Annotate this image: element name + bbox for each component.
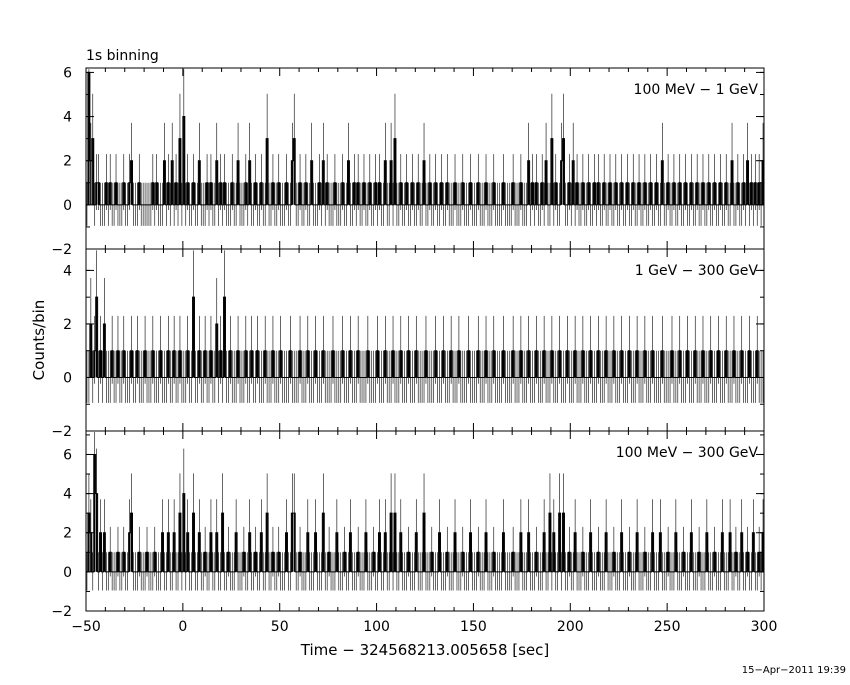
- x-tick-label: 100: [363, 619, 390, 635]
- x-tick-label: −50: [71, 619, 101, 635]
- error-bars: [86, 250, 764, 403]
- y-tick-label: 4: [63, 110, 72, 126]
- y-axis-title: Counts/bin: [30, 300, 48, 381]
- counts-step-line: [86, 71, 764, 206]
- y-tick-label: 0: [63, 565, 72, 581]
- counts-step-line: [86, 453, 764, 573]
- y-tick-label: 4: [63, 263, 72, 279]
- y-tick-label: 6: [63, 65, 72, 81]
- y-tick-label: 0: [63, 198, 72, 214]
- error-bars: [86, 69, 764, 226]
- x-tick-label: 250: [654, 619, 681, 635]
- y-tick-label: 0: [63, 370, 72, 386]
- panel-3: −2 0 2 4 6 100 MeV − 300 GeV: [51, 430, 765, 620]
- y-tick-label: 2: [63, 526, 72, 542]
- panel-label: 1 GeV − 300 GeV: [635, 263, 759, 279]
- panel-2: −2 0 2 4 1 GeV − 300 GeV: [51, 248, 765, 440]
- x-tick-label: 50: [271, 619, 289, 635]
- y-tick-label: 2: [63, 154, 72, 170]
- x-tick-label: 0: [178, 619, 187, 635]
- x-tick-label: 300: [751, 619, 778, 635]
- y-tick-label: 6: [63, 447, 72, 463]
- y-tick-label: −2: [51, 242, 72, 258]
- panel-frame: [85, 430, 765, 612]
- x-tick-label: 150: [460, 619, 487, 635]
- y-tick-label: −2: [51, 604, 72, 620]
- y-tick-label: 2: [63, 317, 72, 333]
- y-tick-label: −2: [51, 424, 72, 440]
- panel-label: 100 MeV − 300 GeV: [616, 445, 759, 461]
- panel-label: 100 MeV − 1 GeV: [634, 82, 759, 98]
- y-tick-label: 4: [63, 487, 72, 503]
- x-tick-label: 200: [557, 619, 584, 635]
- panel-1: −2 0 2 4 6 100 MeV − 1 GeV: [51, 65, 765, 258]
- chart-title: 1s binning: [86, 48, 159, 64]
- footer-timestamp: 15−Apr−2011 19:39: [741, 665, 846, 676]
- x-axis-title: Time − 324568213.005658 [sec]: [300, 641, 550, 659]
